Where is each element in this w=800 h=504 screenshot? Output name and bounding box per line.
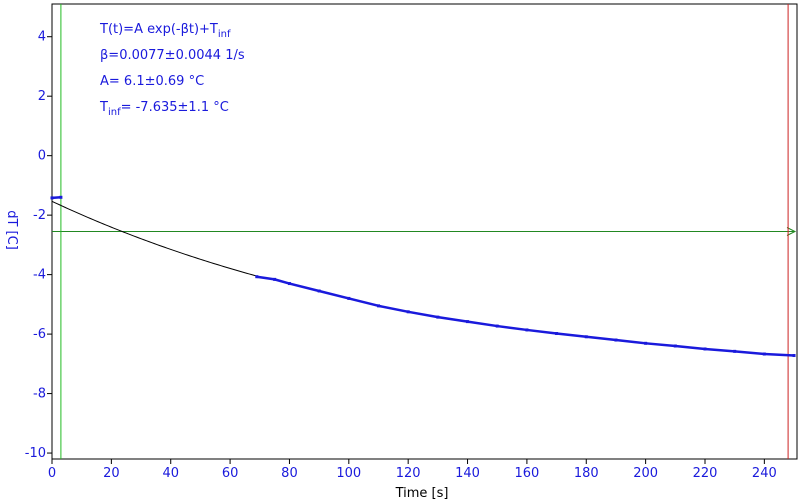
data-segment-4 — [289, 282, 320, 293]
data-segment-11 — [497, 324, 528, 332]
data-segment-9 — [437, 315, 468, 323]
tinf-prefix: T — [99, 100, 108, 115]
x-tick-label-240: 240 — [752, 466, 777, 481]
data-segment-15 — [615, 338, 646, 345]
x-tick-label-180: 180 — [574, 466, 599, 481]
x-tick-label-200: 200 — [633, 466, 658, 481]
x-tick-label-60: 60 — [222, 466, 239, 481]
data-segment-10 — [467, 320, 498, 328]
horizontal-marker-arrow — [786, 227, 797, 236]
x-axis-label: Time [s] — [395, 486, 449, 501]
x-tick-label-160: 160 — [514, 466, 539, 481]
data-segment-16 — [645, 342, 676, 348]
y-axis-label: dT [C] — [4, 210, 19, 250]
data-segment-20 — [764, 352, 795, 357]
y-tick-label-0: 0 — [38, 149, 46, 164]
y-tick-label--6: -6 — [33, 327, 46, 342]
model-subscript: inf — [218, 29, 231, 40]
y-tick-label-2: 2 — [38, 89, 46, 104]
data-segment-7 — [378, 304, 409, 314]
data-segment-2 — [256, 275, 275, 281]
fit-layer — [51, 200, 257, 277]
x-tick-label-20: 20 — [103, 466, 120, 481]
fit-curve — [51, 200, 257, 277]
tinf-subscript: inf — [108, 107, 121, 118]
tinf-annotation: Tinf= -7.635±1.1 °C — [99, 100, 229, 118]
tinf-value: = -7.635±1.1 °C — [121, 100, 229, 115]
x-tick-label-220: 220 — [693, 466, 718, 481]
y-tick-label--10: -10 — [25, 446, 46, 461]
data-segment-13 — [556, 332, 587, 339]
beta-annotation: β=0.0077±0.0044 1/s — [100, 48, 245, 63]
y-tick-label-4: 4 — [38, 30, 46, 45]
x-tick-label-140: 140 — [455, 466, 480, 481]
fit-annotations: T(t)=A exp(-βt)+Tinf β=0.0077±0.0044 1/s… — [99, 22, 245, 118]
model-annotation: T(t)=A exp(-βt)+Tinf — [99, 22, 231, 40]
data-segment-8 — [407, 310, 439, 319]
data-segment-18 — [704, 347, 735, 353]
amplitude-annotation: A= 6.1±0.69 °C — [100, 74, 204, 89]
x-tick-label-120: 120 — [396, 466, 421, 481]
ticks-layer: 0 20 40 60 80 100 120 140 160 180 200 220 240420-2-4… — [25, 30, 777, 481]
data-segment-17 — [675, 344, 706, 351]
data-segment-19 — [734, 350, 765, 356]
data-segment-5 — [318, 289, 350, 300]
y-tick-label--4: -4 — [33, 268, 46, 283]
y-tick-label--2: -2 — [33, 208, 46, 223]
data-segment-6 — [348, 297, 379, 308]
model-text: T(t)=A exp(-βt)+T — [99, 22, 218, 37]
data-layer — [50, 195, 796, 358]
y-tick-label--8: -8 — [33, 387, 46, 402]
x-tick-label-80: 80 — [281, 466, 298, 481]
data-segment-14 — [586, 335, 617, 342]
data-segment-0 — [51, 196, 61, 200]
x-tick-label-40: 40 — [162, 466, 179, 481]
data-segment-3 — [274, 278, 290, 285]
data-segment-12 — [526, 328, 557, 335]
data-point-2 — [255, 275, 259, 279]
x-tick-label-0: 0 — [48, 466, 56, 481]
x-tick-label-100: 100 — [336, 466, 361, 481]
markers-layer — [52, 4, 797, 459]
